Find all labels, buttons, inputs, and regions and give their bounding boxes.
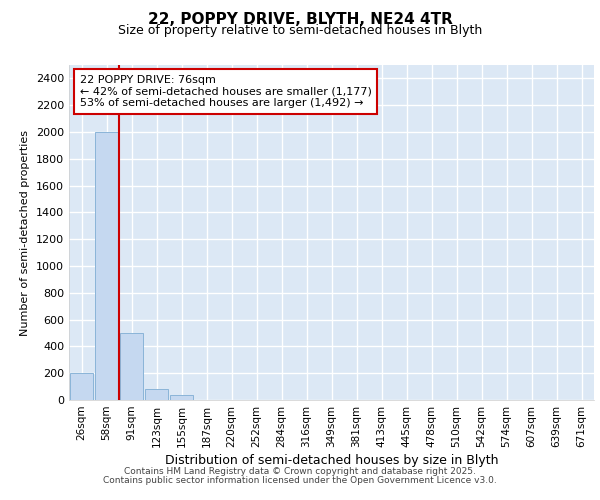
Bar xyxy=(95,132,118,400)
Bar xyxy=(70,373,93,400)
Text: 22, POPPY DRIVE, BLYTH, NE24 4TR: 22, POPPY DRIVE, BLYTH, NE24 4TR xyxy=(148,12,452,28)
Text: Contains public sector information licensed under the Open Government Licence v3: Contains public sector information licen… xyxy=(103,476,497,485)
X-axis label: Distribution of semi-detached houses by size in Blyth: Distribution of semi-detached houses by … xyxy=(165,454,498,467)
Text: 22 POPPY DRIVE: 76sqm
← 42% of semi-detached houses are smaller (1,177)
53% of s: 22 POPPY DRIVE: 76sqm ← 42% of semi-deta… xyxy=(79,75,371,108)
Y-axis label: Number of semi-detached properties: Number of semi-detached properties xyxy=(20,130,31,336)
Bar xyxy=(120,333,143,400)
Text: Size of property relative to semi-detached houses in Blyth: Size of property relative to semi-detach… xyxy=(118,24,482,37)
Text: Contains HM Land Registry data © Crown copyright and database right 2025.: Contains HM Land Registry data © Crown c… xyxy=(124,467,476,476)
Bar xyxy=(145,388,168,400)
Bar xyxy=(170,396,193,400)
